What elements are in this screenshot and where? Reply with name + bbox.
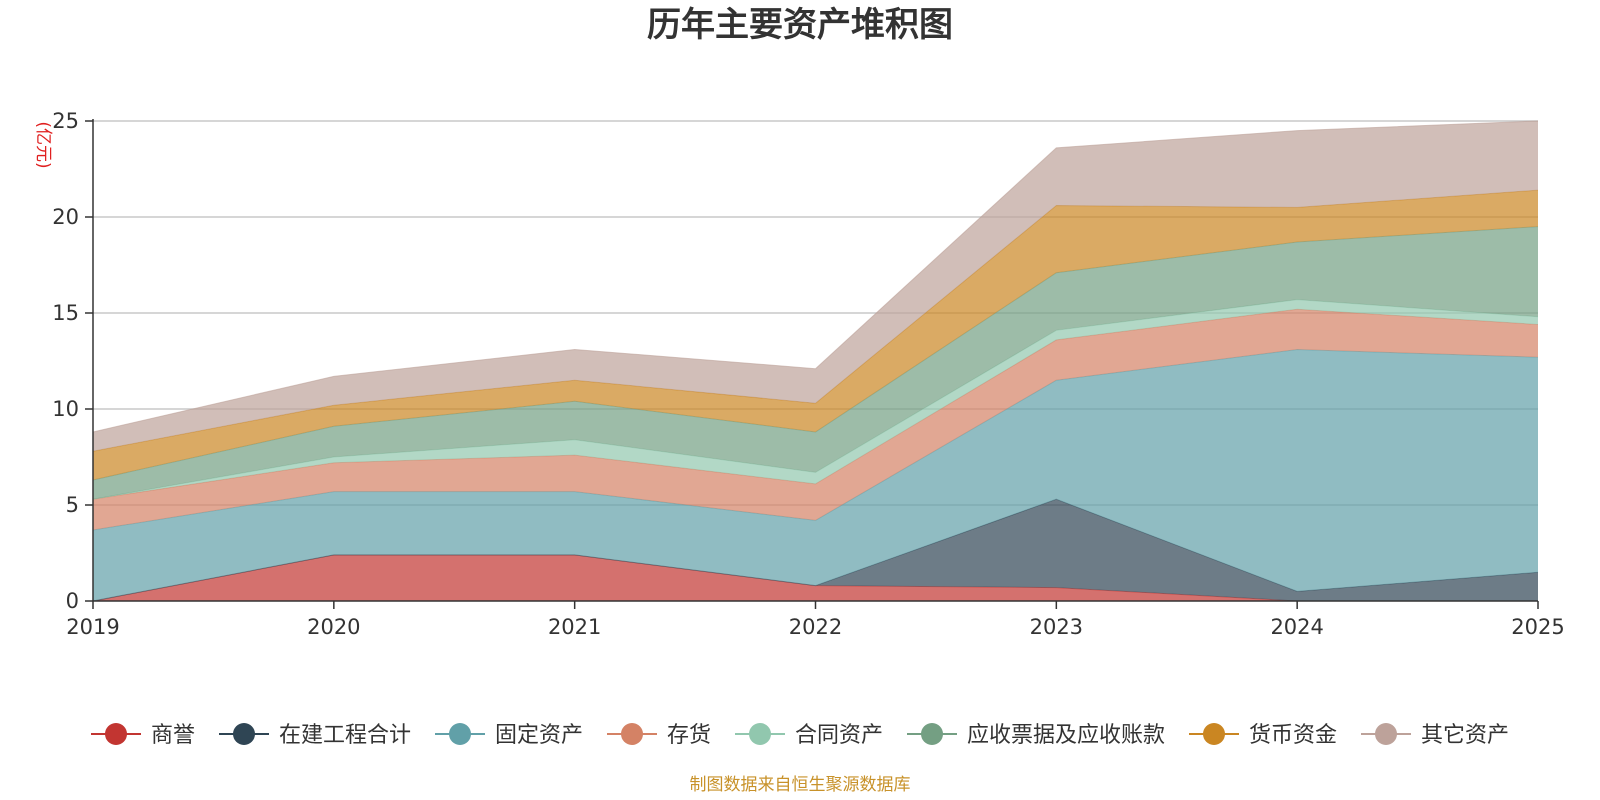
x-tick-label: 2020 xyxy=(307,615,360,639)
y-axis-unit-label: (亿元) xyxy=(33,121,53,168)
area-7 xyxy=(93,121,1538,452)
area-6 xyxy=(93,190,1538,480)
area-4 xyxy=(93,299,1538,500)
y-tick-label: 15 xyxy=(52,301,79,325)
legend-label: 应收票据及应收账款 xyxy=(967,723,1165,748)
legend-item-6[interactable]: 货币资金 xyxy=(1189,723,1337,748)
legend-label: 合同资产 xyxy=(795,723,883,748)
x-tick-label: 2023 xyxy=(1030,615,1083,639)
legend-marker xyxy=(921,723,943,745)
legend-item-5[interactable]: 应收票据及应收账款 xyxy=(907,723,1165,748)
x-tick-label: 2019 xyxy=(66,615,119,639)
x-tick-label: 2022 xyxy=(789,615,842,639)
y-tick-label: 25 xyxy=(52,109,79,133)
legend-item-1[interactable]: 在建工程合计 xyxy=(219,723,411,748)
y-axis-ticks: 0 5 10 15 20 25 xyxy=(52,109,93,613)
chart-title: 历年主要资产堆积图 xyxy=(647,5,953,45)
legend-marker xyxy=(749,723,771,745)
x-tick-label: 2024 xyxy=(1270,615,1323,639)
legend-item-4[interactable]: 合同资产 xyxy=(735,723,883,748)
legend-label: 固定资产 xyxy=(495,723,583,748)
area-line-7 xyxy=(92,120,1539,433)
y-tick-label: 20 xyxy=(52,205,79,229)
area-3 xyxy=(93,309,1538,530)
series-areas xyxy=(92,120,1539,602)
legend-label: 存货 xyxy=(667,723,711,748)
legend-item-0[interactable]: 商誉 xyxy=(91,723,195,748)
area-5 xyxy=(93,226,1538,500)
legend-item-2[interactable]: 固定资产 xyxy=(435,723,583,748)
legend-marker xyxy=(1203,723,1225,745)
legend-marker xyxy=(105,723,127,745)
x-axis-ticks: 2019 2020 2021 2022 2023 2024 2025 xyxy=(66,601,1565,639)
legend-item-3[interactable]: 存货 xyxy=(607,723,711,748)
legend: 商誉 在建工程合计 固定资产 存货 合同资产 应收票据及应收账款 货币资金 其它资产 xyxy=(91,723,1509,748)
legend-marker xyxy=(1375,723,1397,745)
y-tick-label: 0 xyxy=(66,589,79,613)
area-2 xyxy=(93,349,1538,601)
legend-marker xyxy=(621,723,643,745)
legend-item-7[interactable]: 其它资产 xyxy=(1361,723,1509,748)
x-tick-label: 2025 xyxy=(1511,615,1564,639)
legend-label: 商誉 xyxy=(151,723,195,748)
legend-label: 货币资金 xyxy=(1249,723,1337,748)
area-0 xyxy=(93,554,1538,601)
data-source-footer: 制图数据来自恒生聚源数据库 xyxy=(690,775,911,795)
legend-label: 在建工程合计 xyxy=(279,723,411,748)
legend-marker xyxy=(233,723,255,745)
legend-label: 其它资产 xyxy=(1421,723,1509,748)
area-1 xyxy=(93,499,1538,601)
legend-marker xyxy=(449,723,471,745)
y-tick-label: 5 xyxy=(66,493,79,517)
y-tick-label: 10 xyxy=(52,397,79,421)
x-tick-label: 2021 xyxy=(548,615,601,639)
